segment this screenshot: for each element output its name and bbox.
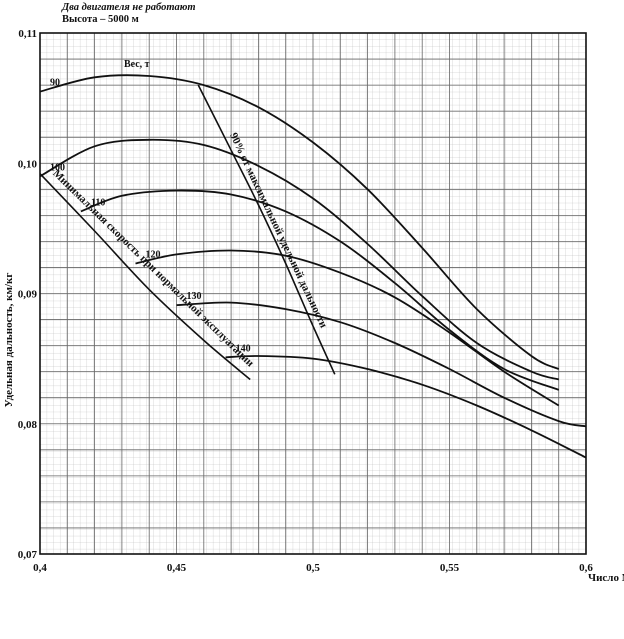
chart-header-line1: Два двигателя не работают (62, 2, 196, 13)
series-label: 110 (91, 197, 105, 208)
y-axis-ticks: 0,07 0,08 0,09 0,10 0,11 (18, 28, 38, 561)
y-tick-label: 0,08 (18, 419, 38, 431)
y-tick-label: 0,07 (18, 549, 38, 561)
min-speed-line (39, 173, 251, 381)
plot-frame (39, 32, 587, 555)
series-line-130 (176, 301, 587, 428)
chart-header-line2: Высота – 5000 м (62, 14, 139, 25)
x-tick-label: 0,55 (440, 562, 460, 574)
series-labels: 90 100 110 120 130 140 (50, 78, 251, 355)
series-label: 100 (50, 162, 65, 173)
y-axis-label: Удельная дальность, км/кг (3, 273, 15, 408)
y-tick-label: 0,10 (18, 158, 38, 170)
x-tick-label: 0,45 (167, 562, 187, 574)
x-tick-label: 0,6 (579, 562, 593, 574)
series-label: 90 (50, 78, 60, 89)
legend-title: Вес, т (124, 59, 150, 70)
series-label: 140 (236, 343, 251, 354)
series-line-120 (135, 249, 560, 407)
x-axis-label: Число М (588, 572, 624, 584)
series-line-90 (39, 74, 560, 370)
major-grid (40, 33, 586, 554)
y-tick-label: 0,09 (18, 289, 38, 301)
series-label: 130 (187, 291, 202, 302)
series-label: 120 (146, 250, 161, 261)
boundary-lines (39, 84, 336, 381)
x-tick-label: 0,5 (306, 562, 320, 574)
series-line-140 (225, 355, 587, 459)
y-tick-label: 0,11 (18, 28, 37, 40)
series-lines (39, 74, 587, 459)
ninety-percent-line (197, 84, 336, 375)
x-axis-ticks: 0,4 0,45 0,5 0,55 0,6 (33, 562, 593, 574)
x-tick-label: 0,4 (33, 562, 47, 574)
series-line-100 (39, 138, 559, 381)
